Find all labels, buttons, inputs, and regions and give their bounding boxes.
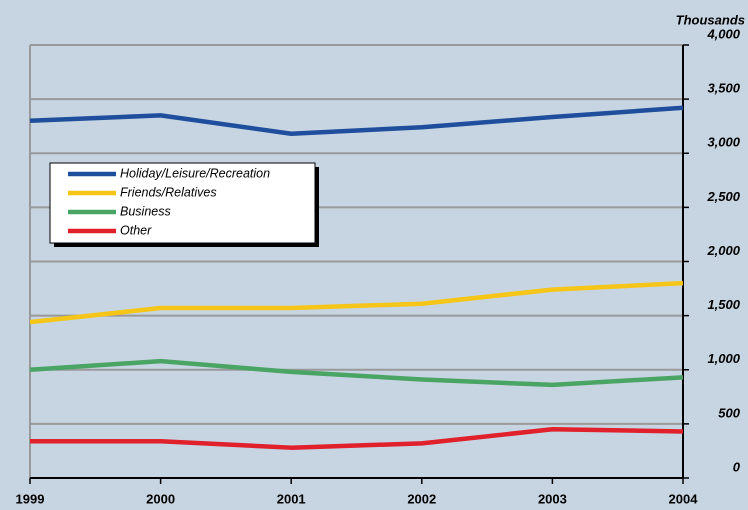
x-tick-label: 2004 (669, 491, 699, 506)
legend-label: Other (120, 223, 152, 237)
x-tick-label: 2003 (538, 491, 567, 506)
x-tick-label: 2001 (277, 491, 306, 506)
y-tick-label: 3,500 (707, 81, 740, 96)
x-tick-label: 1999 (16, 491, 45, 506)
series-line (29, 105, 684, 137)
legend-label: Friends/Relatives (120, 185, 217, 199)
y-tick-label: 3,000 (707, 135, 740, 150)
series-line (29, 280, 684, 325)
y-tick-label: 2,500 (706, 189, 740, 204)
y-tick-label: 2,000 (706, 243, 740, 258)
legend-label: Holiday/Leisure/Recreation (120, 166, 270, 180)
series-line (29, 358, 684, 388)
y-tick-label: 0 (733, 459, 741, 474)
y-tick-label: 500 (718, 405, 740, 420)
x-tick-label: 2000 (146, 491, 175, 506)
y-tick-label: 1,500 (707, 297, 740, 312)
y-tick-label: 1,000 (707, 351, 740, 366)
legend-label: Business (120, 204, 171, 218)
axis-unit: Thousands (676, 12, 745, 27)
x-tick-label: 2002 (407, 491, 436, 506)
series-line (30, 427, 684, 450)
y-tick-label: 4,000 (706, 26, 740, 41)
